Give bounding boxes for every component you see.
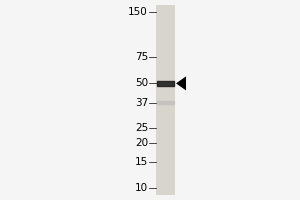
Text: 150: 150 (128, 7, 148, 17)
Text: 10: 10 (135, 183, 148, 193)
Bar (156, 5, 175, 195)
Text: 15: 15 (135, 157, 148, 167)
Text: 50: 50 (135, 78, 148, 88)
Text: 25: 25 (135, 123, 148, 133)
Text: 75: 75 (135, 52, 148, 62)
Text: 20: 20 (135, 138, 148, 148)
Text: 37: 37 (135, 98, 148, 108)
Polygon shape (176, 76, 186, 90)
